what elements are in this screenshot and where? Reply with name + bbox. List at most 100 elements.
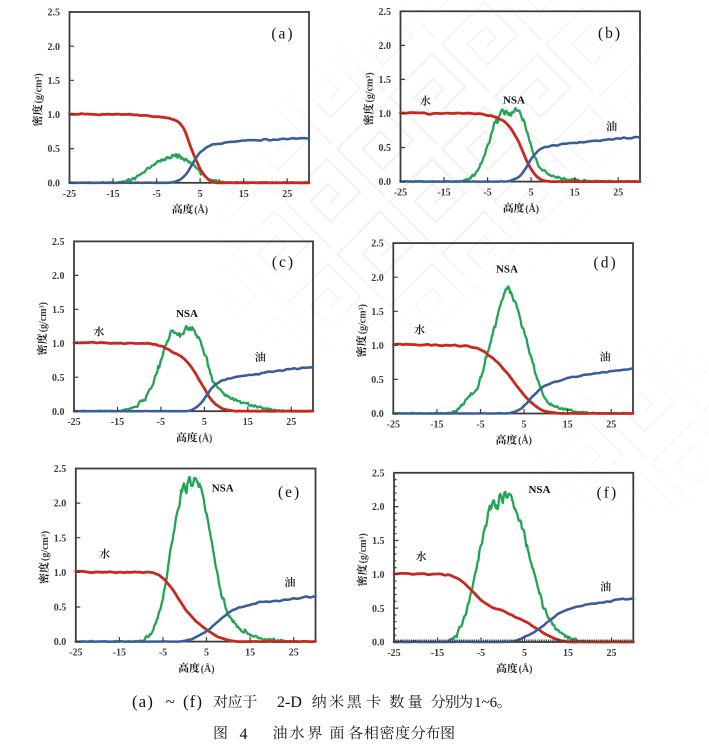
svg-text:5: 5 (529, 188, 534, 199)
svg-text:-25: -25 (69, 648, 82, 659)
svg-text:NSA: NSA (176, 308, 198, 320)
svg-text:1.0: 1.0 (372, 570, 385, 581)
svg-text:1.0: 1.0 (52, 339, 65, 350)
svg-text:0.5: 0.5 (48, 144, 61, 155)
svg-text:(b): (b) (598, 25, 622, 42)
svg-text:1.5: 1.5 (52, 305, 65, 316)
svg-text:(f): (f) (597, 485, 619, 502)
svg-text:2.5: 2.5 (54, 464, 67, 475)
svg-text:1.0: 1.0 (379, 109, 392, 120)
svg-text:5: 5 (204, 648, 209, 659)
svg-text:15: 15 (243, 417, 253, 428)
svg-text:(f): (f) (183, 692, 203, 711)
svg-text:15: 15 (563, 648, 573, 659)
svg-text:(d): (d) (594, 255, 618, 272)
svg-text:2-D: 2-D (277, 694, 302, 711)
svg-text:1.0: 1.0 (54, 568, 67, 579)
svg-text:25: 25 (613, 188, 623, 199)
svg-text:15: 15 (239, 189, 249, 200)
svg-text:-15: -15 (113, 648, 126, 659)
svg-text:0.0: 0.0 (379, 177, 392, 188)
svg-text:(g/cm³): (g/cm³) (357, 304, 368, 334)
svg-text:-25: -25 (387, 420, 400, 431)
svg-text:2.5: 2.5 (48, 8, 61, 19)
svg-text:-5: -5 (477, 648, 485, 659)
svg-text:-25: -25 (394, 188, 407, 199)
svg-text:0.0: 0.0 (48, 178, 61, 189)
svg-text:-15: -15 (431, 648, 444, 659)
svg-text:-15: -15 (437, 188, 450, 199)
svg-text:(c): (c) (272, 254, 295, 271)
svg-text:NSA: NSA (503, 95, 525, 107)
svg-text:0.0: 0.0 (372, 638, 385, 649)
svg-text:0.5: 0.5 (372, 604, 385, 615)
svg-text:-25: -25 (387, 648, 400, 659)
svg-text:25: 25 (606, 420, 616, 431)
svg-text:(a): (a) (132, 692, 154, 711)
svg-text:(Å): (Å) (201, 663, 215, 675)
svg-text:1.5: 1.5 (372, 536, 385, 547)
svg-text:2.5: 2.5 (371, 239, 384, 250)
svg-text:5: 5 (198, 189, 203, 200)
svg-text:2.5: 2.5 (372, 468, 385, 479)
svg-text:(g/cm³): (g/cm³) (365, 72, 376, 102)
svg-text:1.5: 1.5 (371, 307, 384, 318)
svg-text:4: 4 (240, 726, 248, 743)
svg-text:5: 5 (522, 420, 527, 431)
svg-text:(g/cm³): (g/cm³) (40, 531, 51, 561)
svg-text:(Å): (Å) (519, 663, 533, 675)
svg-text:25: 25 (286, 417, 296, 428)
svg-text:2.0: 2.0 (52, 271, 65, 282)
svg-text:-15: -15 (111, 417, 124, 428)
svg-text:(e): (e) (278, 484, 301, 501)
svg-text:-5: -5 (476, 420, 484, 431)
svg-text:15: 15 (563, 420, 573, 431)
svg-text:2.0: 2.0 (371, 273, 384, 284)
svg-text:-5: -5 (157, 417, 165, 428)
svg-text:2.0: 2.0 (48, 42, 61, 53)
svg-text:0.5: 0.5 (371, 375, 384, 386)
svg-text:1.0: 1.0 (371, 341, 384, 352)
svg-text:(Å): (Å) (518, 435, 532, 447)
svg-text:25: 25 (607, 648, 617, 659)
svg-text:(g/cm³): (g/cm³) (38, 302, 49, 332)
svg-text:0.5: 0.5 (52, 373, 65, 384)
svg-text:1.5: 1.5 (379, 75, 392, 86)
svg-text:2.5: 2.5 (52, 237, 65, 248)
svg-text:2.0: 2.0 (54, 499, 67, 510)
svg-text:0.5: 0.5 (379, 143, 392, 154)
svg-text:1~6: 1~6 (474, 695, 498, 711)
svg-text:(g/cm³): (g/cm³) (34, 73, 45, 103)
svg-text:-25: -25 (63, 189, 76, 200)
svg-text:15: 15 (245, 648, 255, 659)
svg-text:0.0: 0.0 (54, 637, 67, 648)
svg-text:0.5: 0.5 (54, 603, 67, 614)
svg-text:1.0: 1.0 (48, 110, 61, 121)
svg-text:(Å): (Å) (199, 432, 213, 444)
svg-text:0.0: 0.0 (371, 409, 384, 420)
svg-text:25: 25 (282, 189, 292, 200)
svg-text:NSA: NSA (528, 484, 550, 496)
svg-text:1.5: 1.5 (54, 533, 67, 544)
svg-text:2.0: 2.0 (379, 41, 392, 52)
svg-text:(Å): (Å) (194, 204, 208, 216)
svg-text:-15: -15 (430, 420, 443, 431)
svg-text:5: 5 (202, 417, 207, 428)
svg-text:NSA: NSA (496, 263, 518, 275)
svg-text:0.0: 0.0 (52, 407, 65, 418)
svg-text:-15: -15 (106, 189, 119, 200)
svg-text:-5: -5 (483, 188, 491, 199)
svg-text:(Å): (Å) (525, 203, 539, 215)
svg-text:~: ~ (166, 692, 175, 711)
svg-text:(g/cm³): (g/cm³) (358, 533, 369, 563)
svg-text:5: 5 (522, 648, 527, 659)
svg-text:-25: -25 (67, 417, 80, 428)
svg-text:2.0: 2.0 (372, 502, 385, 513)
svg-text:-5: -5 (159, 648, 167, 659)
svg-text:25: 25 (289, 648, 299, 659)
svg-text:NSA: NSA (212, 483, 234, 495)
svg-text:-5: -5 (152, 189, 160, 200)
svg-text:1.5: 1.5 (48, 76, 61, 87)
svg-text:2.5: 2.5 (379, 7, 392, 18)
svg-text:15: 15 (570, 188, 580, 199)
